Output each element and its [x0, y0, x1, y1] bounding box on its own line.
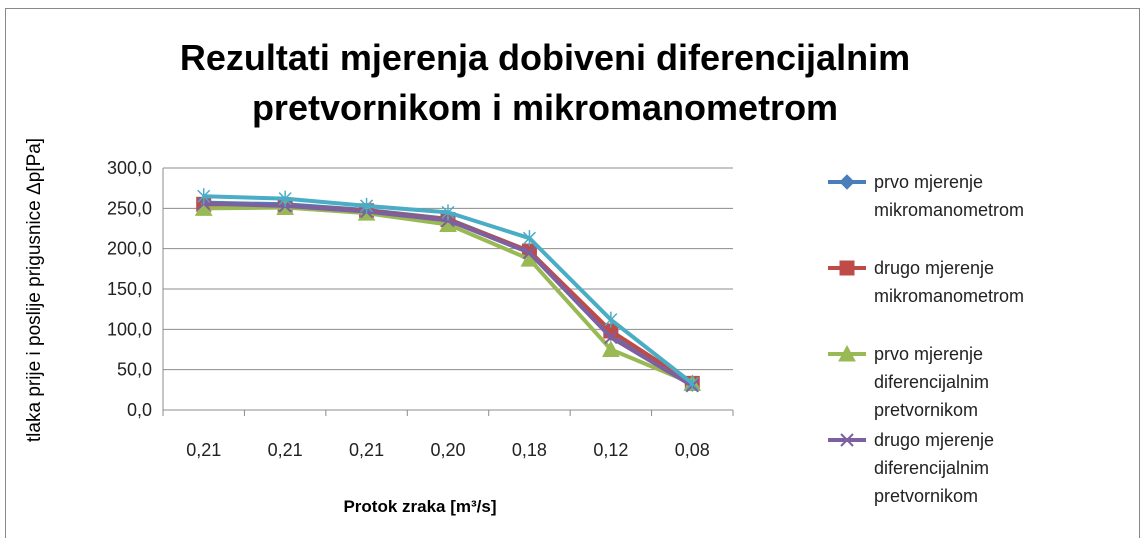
y-tick-label: 200,0	[107, 239, 152, 259]
data-point	[441, 204, 455, 221]
plot-area: 0,0 50,0 100,0 150,0 200,0 250,0 300,0 0,21 0,21…	[107, 158, 734, 460]
y-tick-label: 300,0	[107, 158, 152, 178]
y-axis-label: tlaka prije i poslije prigusnice Δp[Pa]	[24, 138, 45, 442]
legend-marker	[838, 344, 856, 362]
data-point	[197, 188, 211, 205]
legend-entry: drugo mjerenje diferencijalnim pretvorni…	[826, 426, 1116, 512]
legend-marker	[840, 433, 854, 447]
y-tick-label: 100,0	[107, 319, 152, 339]
y-tick-label: 50,0	[117, 360, 152, 380]
chart-title: Rezultati mjerenja dobiveni diferencijal…	[180, 37, 910, 78]
data-point	[360, 197, 374, 214]
legend: prvo mjerenje mikromanometrom drugo mjere…	[826, 168, 1116, 512]
x-tick-label: 0,12	[593, 440, 628, 460]
legend-label: prvo mjerenje diferencijalnim pretvornik…	[874, 344, 990, 420]
data-point	[522, 245, 537, 260]
chart-border	[5, 8, 1140, 538]
legend-entry: prvo mjerenje mikromanometrom	[826, 168, 1116, 254]
legend-swatch	[828, 344, 866, 362]
data-point	[604, 311, 618, 328]
x-tick-label: 0,08	[675, 440, 710, 460]
data-point	[604, 330, 618, 345]
legend-label: drugo mjerenje mikromanometrom	[874, 258, 1025, 306]
chart-title: pretvornikom i mikromanometrom	[252, 87, 838, 128]
data-point	[602, 340, 620, 357]
y-tick-label: 0,0	[127, 400, 152, 420]
legend-swatch	[828, 174, 866, 190]
x-tick-label: 0,21	[349, 440, 384, 460]
y-tick-label: 250,0	[107, 198, 152, 218]
legend-marker	[839, 260, 855, 276]
legend-entry: drugo mjerenje mikromanometrom	[826, 254, 1116, 340]
x-tick-label: 0,20	[430, 440, 465, 460]
legend-swatch	[828, 433, 866, 447]
data-point	[685, 375, 699, 392]
legend-swatch	[828, 260, 866, 276]
legend-entry: prvo mjerenje diferencijalnim pretvornik…	[826, 340, 1116, 426]
data-point	[522, 230, 536, 247]
series-line	[203, 205, 694, 386]
y-tick-label: 150,0	[107, 279, 152, 299]
x-axis-label: Protok zraka [m³/s]	[343, 497, 496, 516]
x-tick-label: 0,18	[512, 440, 547, 460]
legend-marker	[839, 174, 855, 190]
data-point	[278, 190, 292, 207]
x-tick-label: 0,21	[268, 440, 303, 460]
legend-label: prvo mjerenje mikromanometrom	[874, 172, 1025, 220]
x-tick-label: 0,21	[186, 440, 221, 460]
legend-label: drugo mjerenje diferencijalnim pretvorni…	[874, 430, 995, 506]
